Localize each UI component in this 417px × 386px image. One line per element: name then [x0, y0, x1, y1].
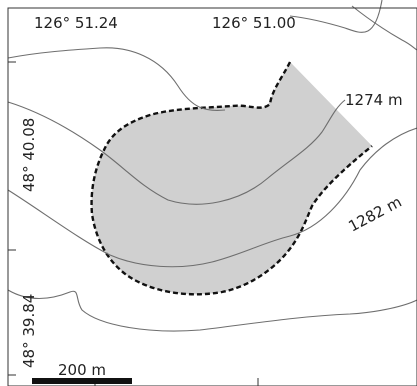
- frame-ticks: [8, 61, 259, 386]
- scale-bar-label: 200 m: [58, 361, 106, 379]
- contour-label-1274: 1274 m: [345, 91, 403, 109]
- latitude-label-south: 48° 39.84: [20, 294, 38, 368]
- longitude-label-east: 126° 51.00: [212, 14, 296, 32]
- contour-line: [289, 0, 383, 33]
- longitude-label-west: 126° 51.24: [34, 14, 118, 32]
- contour-line: [7, 127, 417, 268]
- contour-line: [7, 47, 226, 111]
- highlighted-region: [90, 61, 373, 296]
- map-frame: [7, 7, 417, 386]
- contour-line: [7, 289, 417, 332]
- latitude-label-north: 48° 40.08: [20, 118, 38, 192]
- contour-line: [7, 99, 346, 205]
- contour-label-1282: 1282 m: [345, 193, 404, 236]
- contour-line: [351, 5, 417, 51]
- scale-bar: [32, 378, 132, 384]
